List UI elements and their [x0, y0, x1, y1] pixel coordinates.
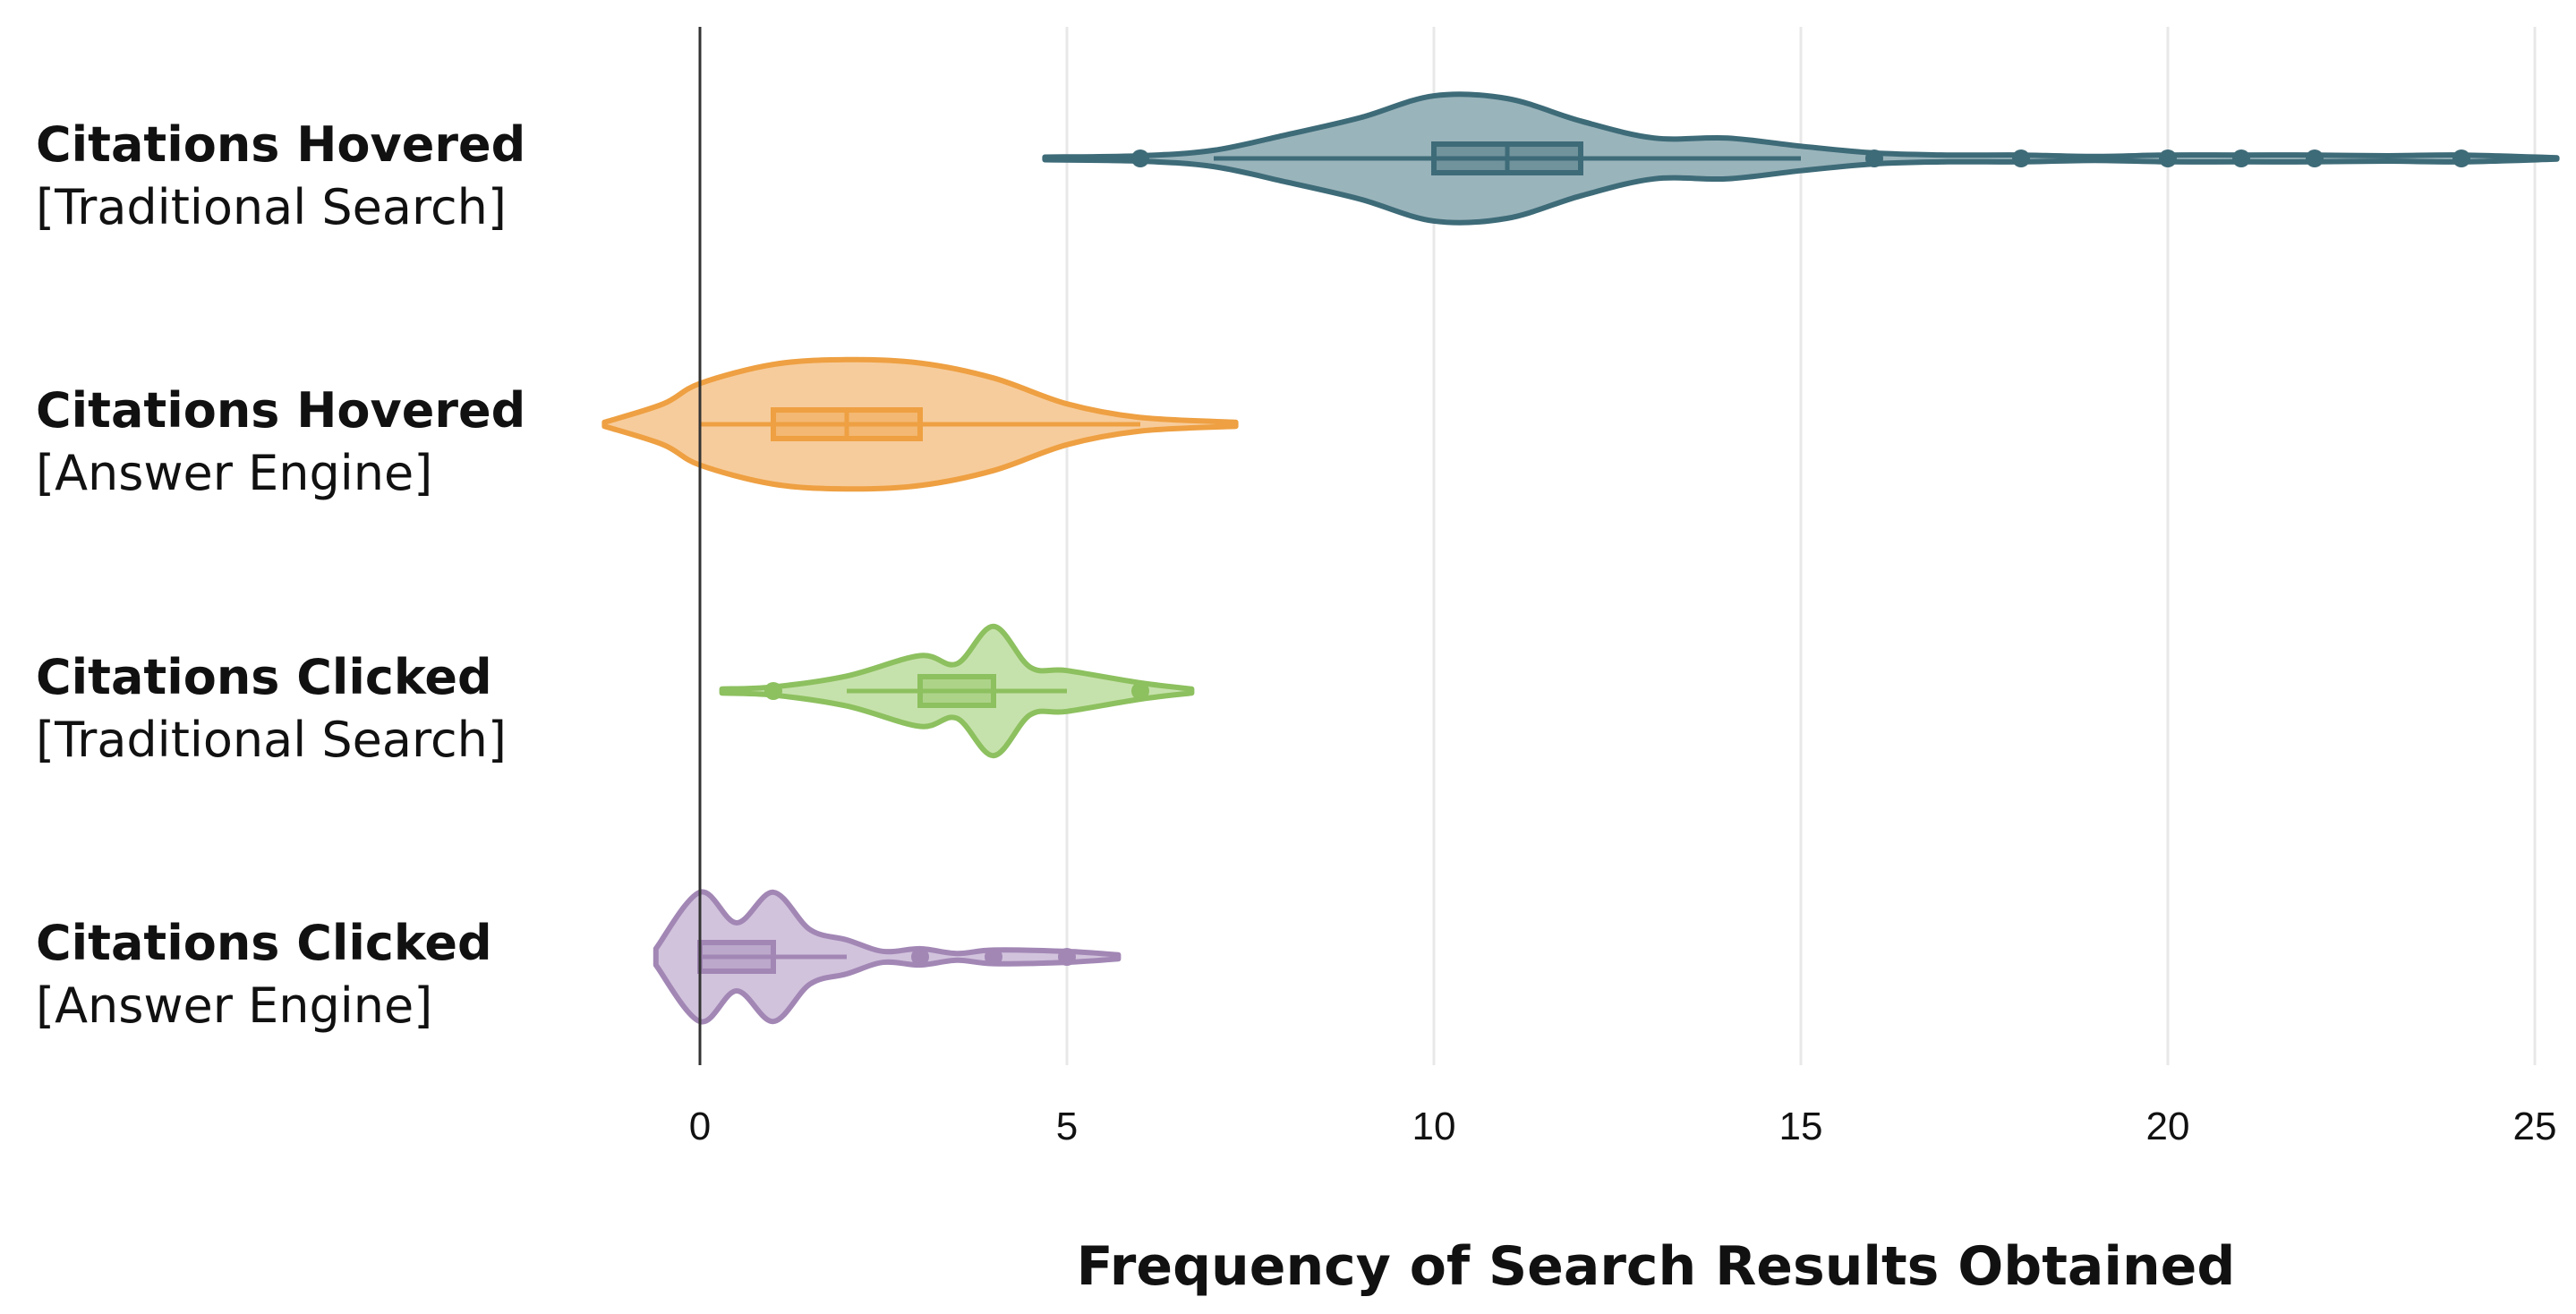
x-axis-ticks: 0 5 10 15 20 25	[689, 1105, 2557, 1148]
outlier-point	[2159, 149, 2177, 167]
iqr-box	[697, 940, 776, 974]
outlier-point	[1131, 682, 1149, 700]
iqr-box	[917, 674, 996, 708]
violin-1	[601, 356, 1239, 492]
x-tick-label-5: 5	[1056, 1105, 1078, 1148]
outlier-point	[1058, 948, 1076, 966]
outlier-point	[764, 682, 782, 700]
outlier-point	[1131, 149, 1149, 167]
category-label-sub: [Traditional Search]	[36, 179, 507, 235]
x-axis-label: Frequency of Search Results Obtained	[1077, 1235, 2236, 1298]
category-label-bold: Citations Hovered	[36, 116, 525, 173]
x-tick-label-15: 15	[1779, 1105, 1823, 1148]
violin-body	[653, 889, 1122, 1025]
category-labels: Citations Hovered [Traditional Search] Cit…	[36, 116, 525, 1034]
violin-0	[1042, 91, 2560, 226]
category-label-sub: [Traditional Search]	[36, 712, 507, 768]
outlier-point	[2306, 149, 2324, 167]
outlier-point	[911, 948, 929, 966]
x-tick-label-0: 0	[689, 1105, 711, 1148]
violin-2	[719, 623, 1195, 759]
x-tick-label-20: 20	[2146, 1105, 2190, 1148]
x-tick-label-25: 25	[2513, 1105, 2557, 1148]
outlier-point	[1865, 149, 1883, 167]
x-tick-label-10: 10	[1412, 1105, 1456, 1148]
violin-3	[653, 889, 1122, 1025]
category-label-bold: Citations Clicked	[36, 915, 492, 971]
violins	[601, 27, 2560, 1065]
category-label-sub: [Answer Engine]	[36, 445, 432, 501]
outlier-point	[2232, 149, 2250, 167]
outlier-point	[2012, 149, 2030, 167]
category-label-bold: Citations Clicked	[36, 649, 492, 705]
category-label-bold: Citations Hovered	[36, 382, 525, 439]
category-label-sub: [Answer Engine]	[36, 977, 432, 1034]
outlier-point	[2452, 149, 2470, 167]
outlier-point	[985, 948, 1002, 966]
